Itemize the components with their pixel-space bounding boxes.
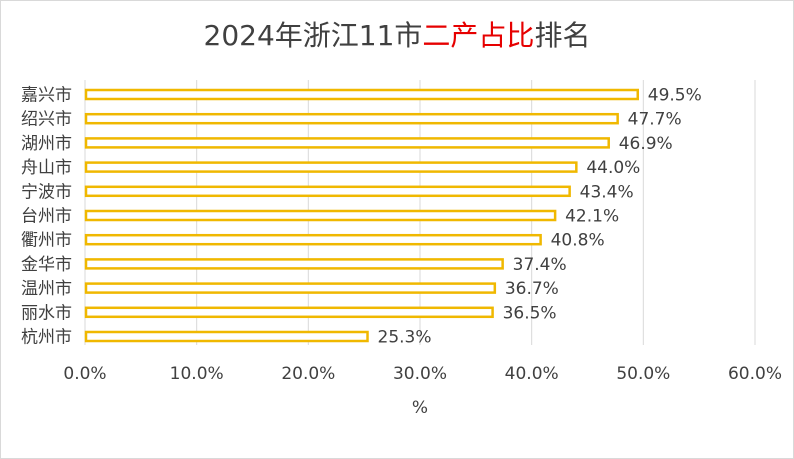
x-tick-label: 30.0% xyxy=(393,364,447,384)
bar xyxy=(84,185,571,198)
title-suffix: 排名 xyxy=(534,19,591,52)
data-label: 46.9% xyxy=(619,134,673,154)
x-tick-label: 50.0% xyxy=(616,364,670,384)
category-label: 衢州市 xyxy=(21,230,72,251)
bar xyxy=(84,282,497,294)
data-label: 44.0% xyxy=(586,158,640,178)
bar xyxy=(84,88,639,101)
data-label: 40.8% xyxy=(551,231,605,251)
data-label: 49.5% xyxy=(648,86,702,106)
x-tick-label: 10.0% xyxy=(170,364,224,384)
x-tick-labels: 0.0% 10.0% 20.0% 30.0% 40.0% 50.0% 60.0% xyxy=(63,364,782,384)
category-label: 杭州市 xyxy=(21,328,72,348)
bar xyxy=(84,209,557,222)
category-label: 台州市 xyxy=(21,207,72,227)
x-tick-label: 40.0% xyxy=(505,364,559,384)
category-label: 嘉兴市 xyxy=(21,86,72,106)
category-label: 温州市 xyxy=(21,279,72,299)
bar xyxy=(84,306,494,319)
data-label: 42.1% xyxy=(565,207,619,227)
data-label: 43.4% xyxy=(580,182,634,202)
title-highlight: 二产占比 xyxy=(422,19,535,52)
data-label: 37.4% xyxy=(513,255,567,275)
data-label: 47.7% xyxy=(628,110,682,130)
category-label: 湖州市 xyxy=(21,134,72,154)
x-tick-label: 60.0% xyxy=(728,364,782,384)
bar xyxy=(84,330,369,343)
category-label: 绍兴市 xyxy=(21,110,72,130)
x-tick-label: 20.0% xyxy=(281,364,335,384)
title-prefix: 2024年浙江11市 xyxy=(203,19,423,52)
category-label: 宁波市 xyxy=(21,182,72,202)
chart-title: 2024年浙江11市二产占比排名 xyxy=(0,14,794,54)
bar xyxy=(84,112,619,125)
bar xyxy=(84,161,578,173)
x-axis-label: % xyxy=(412,398,428,418)
category-label: 舟山市 xyxy=(21,158,72,178)
x-tick-label: 0.0% xyxy=(63,364,106,384)
bar xyxy=(84,233,542,246)
category-label: 金华市 xyxy=(21,255,72,275)
category-label: 丽水市 xyxy=(21,303,72,323)
bars xyxy=(84,88,639,343)
data-label: 36.7% xyxy=(505,279,559,299)
bar xyxy=(84,137,610,149)
bar xyxy=(84,258,504,270)
data-labels: 49.5% 47.7% 46.9% 44.0% 43.4% 42.1% 40.8% 37.4%… xyxy=(378,86,702,348)
data-label: 25.3% xyxy=(378,328,432,348)
data-label: 36.5% xyxy=(503,303,557,323)
